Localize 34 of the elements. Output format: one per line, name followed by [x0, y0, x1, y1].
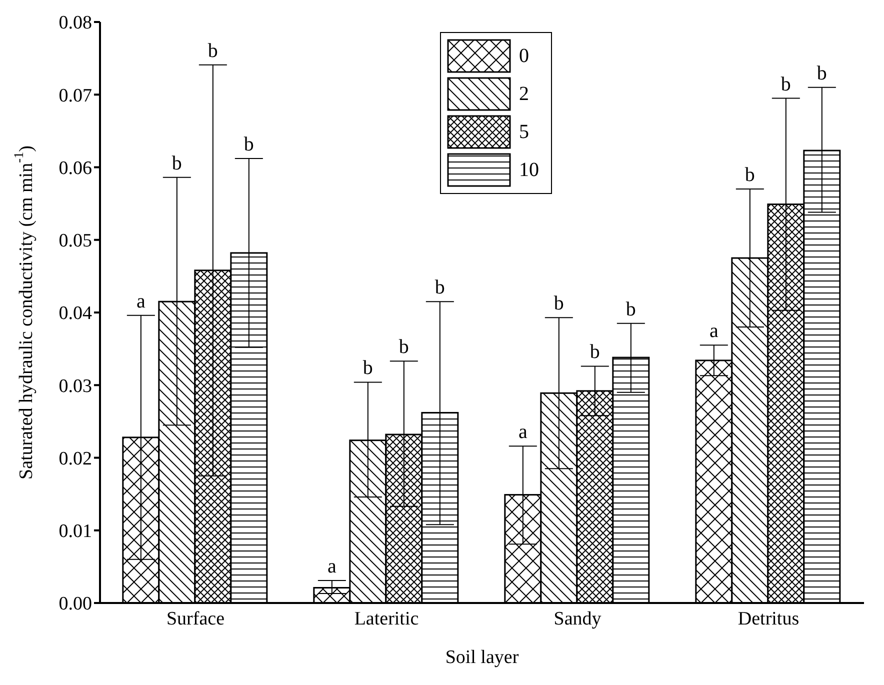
legend-label: 2 — [519, 82, 530, 106]
annotation: a — [518, 421, 528, 444]
annotation: b — [172, 152, 182, 174]
y-tick-label: 0.01 — [58, 521, 92, 542]
x-tick-label: Lateritic — [354, 608, 419, 630]
y-tick-label: 0.00 — [58, 594, 92, 615]
annotation: b — [244, 134, 254, 156]
legend-label: 0 — [519, 44, 530, 68]
x-tick-label: Surface — [166, 608, 225, 630]
x-tick-label: Detritus — [738, 608, 800, 630]
annotation: a — [136, 290, 146, 312]
annotation: b — [434, 276, 445, 299]
y-tick-label: 0.02 — [58, 448, 92, 470]
annotation: b — [398, 336, 409, 358]
legend-label: 10 — [519, 158, 540, 182]
annotation: b — [554, 292, 564, 315]
x-axis-title: Soil layer — [445, 647, 520, 668]
y-tick-label: 0.04 — [58, 303, 92, 324]
annotation: b — [780, 73, 791, 96]
y-tick-label: 0.07 — [58, 85, 92, 106]
x-tick-label: Sandy — [554, 608, 602, 630]
annotation: b — [362, 357, 373, 380]
annotation: b — [590, 341, 600, 364]
annotation: b — [626, 298, 636, 320]
y-tick-label: 0.08 — [58, 12, 92, 34]
y-tick-label: 0.05 — [58, 230, 92, 252]
y-tick-label: 0.03 — [58, 376, 92, 397]
annotation: b — [744, 164, 755, 186]
legend-label: 5 — [519, 120, 530, 144]
annotation: a — [327, 555, 336, 578]
annotation: b — [208, 40, 218, 62]
annotation: a — [709, 320, 718, 342]
y-tick-label: 0.06 — [58, 158, 92, 179]
annotation: b — [816, 62, 827, 84]
